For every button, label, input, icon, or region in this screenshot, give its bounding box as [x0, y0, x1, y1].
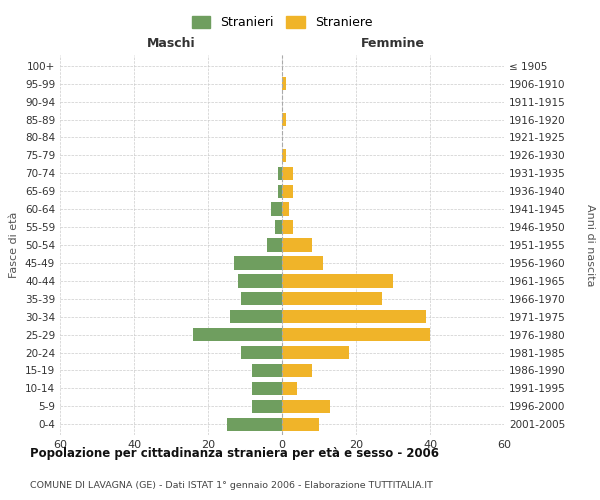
Bar [282, 166, 293, 180]
Bar [282, 77, 286, 90]
Bar [278, 184, 282, 198]
Bar [282, 256, 323, 270]
Text: Popolazione per cittadinanza straniera per età e sesso - 2006: Popolazione per cittadinanza straniera p… [30, 448, 439, 460]
Bar [193, 328, 282, 342]
Bar [241, 292, 282, 306]
Bar [282, 238, 311, 252]
Bar [234, 256, 282, 270]
Bar [282, 346, 349, 360]
Bar [282, 382, 297, 395]
Bar [282, 184, 293, 198]
Text: Maschi: Maschi [146, 36, 196, 50]
Bar [282, 292, 382, 306]
Bar [282, 220, 293, 234]
Bar [282, 418, 319, 431]
Bar [253, 400, 282, 413]
Bar [238, 274, 282, 287]
Bar [253, 364, 282, 377]
Bar [230, 310, 282, 324]
Bar [282, 400, 330, 413]
Bar [282, 202, 289, 216]
Bar [282, 113, 286, 126]
Bar [275, 220, 282, 234]
Bar [271, 202, 282, 216]
Text: COMUNE DI LAVAGNA (GE) - Dati ISTAT 1° gennaio 2006 - Elaborazione TUTTITALIA.IT: COMUNE DI LAVAGNA (GE) - Dati ISTAT 1° g… [30, 480, 433, 490]
Bar [282, 274, 393, 287]
Legend: Stranieri, Straniere: Stranieri, Straniere [187, 11, 377, 34]
Text: Femmine: Femmine [361, 36, 425, 50]
Bar [282, 328, 430, 342]
Bar [282, 148, 286, 162]
Bar [278, 166, 282, 180]
Bar [227, 418, 282, 431]
Bar [241, 346, 282, 360]
Bar [253, 382, 282, 395]
Bar [282, 364, 311, 377]
Bar [267, 238, 282, 252]
Y-axis label: Fasce di età: Fasce di età [10, 212, 19, 278]
Y-axis label: Anni di nascita: Anni di nascita [585, 204, 595, 286]
Bar [282, 310, 426, 324]
